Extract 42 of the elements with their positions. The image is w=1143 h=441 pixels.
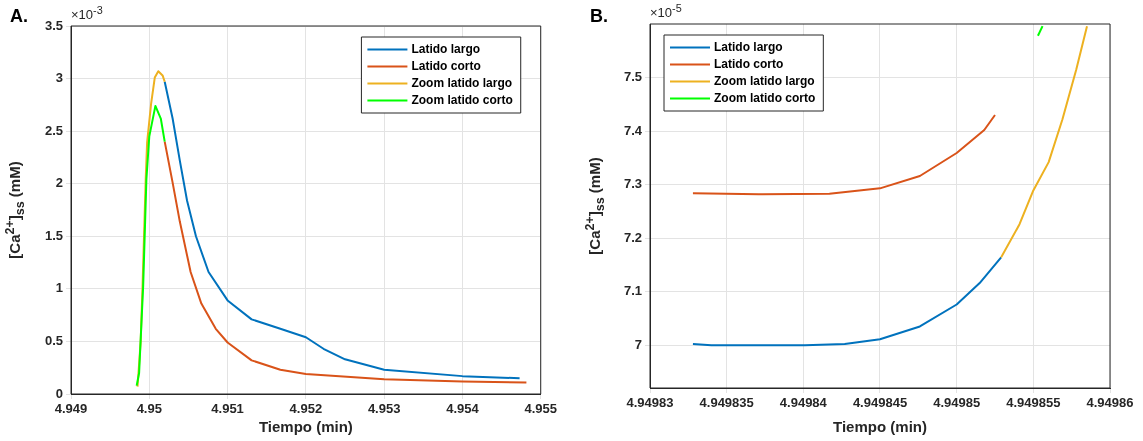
x-tick-label: 4.94985 [933, 395, 981, 411]
legend-label: Zoom latido corto [714, 90, 816, 105]
x-tick-label: 4.955 [524, 401, 558, 417]
x-tick-label: 4.953 [367, 401, 401, 417]
x-axis-title: Tiempo (min) [258, 418, 353, 436]
y-tick-label: 1 [55, 280, 63, 296]
y-tick-label: 7.3 [623, 176, 642, 192]
legend-label: Latido largo [411, 41, 481, 56]
x-axis-title: Tiempo (min) [833, 418, 927, 436]
y-tick-label: 3 [55, 70, 63, 86]
x-tick-label: 4.954 [446, 401, 480, 417]
y-tick-label: 1.5 [44, 227, 63, 243]
y-tick-label: 7 [634, 336, 642, 352]
x-tick-label: 4.949835 [699, 395, 754, 411]
x-tick-label: 4.949 [54, 401, 88, 417]
y-tick-label: 0.5 [44, 333, 63, 349]
x-tick-label: 4.94986 [1086, 395, 1134, 411]
legend-label: Latido corto [411, 58, 481, 73]
y-tick-label: 0 [55, 385, 63, 401]
legend-label: Latido corto [714, 56, 784, 71]
y-tick-label: 7.1 [623, 283, 642, 299]
text: ×10$^{-3}$ [71, 4, 103, 23]
x-tick-label: 4.949855 [1006, 395, 1061, 411]
legend-label: Latido largo [714, 39, 783, 54]
legend-label: Zoom latido corto [411, 92, 513, 107]
x-tick-label: 4.94983 [626, 395, 674, 411]
chart-title: B. [590, 6, 608, 27]
y-tick-label: 2.5 [44, 122, 63, 138]
x-tick-label: 4.949845 [852, 395, 908, 411]
x-tick-label: 4.951 [211, 401, 244, 417]
x-tick-label: 4.94984 [779, 395, 828, 411]
x-tick-label: 4.952 [289, 401, 323, 417]
y-tick-label: 2 [55, 175, 63, 191]
chart-title: A. [10, 6, 28, 27]
y-tick-label: 3.5 [44, 17, 63, 33]
y-tick-label: 7.5 [623, 69, 642, 85]
legend-label: Zoom latido largo [714, 73, 815, 88]
x-tick-label: 4.95 [136, 401, 162, 417]
y-tick-label: 7.4 [623, 122, 643, 138]
text: ×10$^{-5}$ [650, 2, 682, 21]
legend-label: Zoom latido largo [411, 75, 513, 90]
y-tick-label: 7.2 [623, 229, 642, 245]
